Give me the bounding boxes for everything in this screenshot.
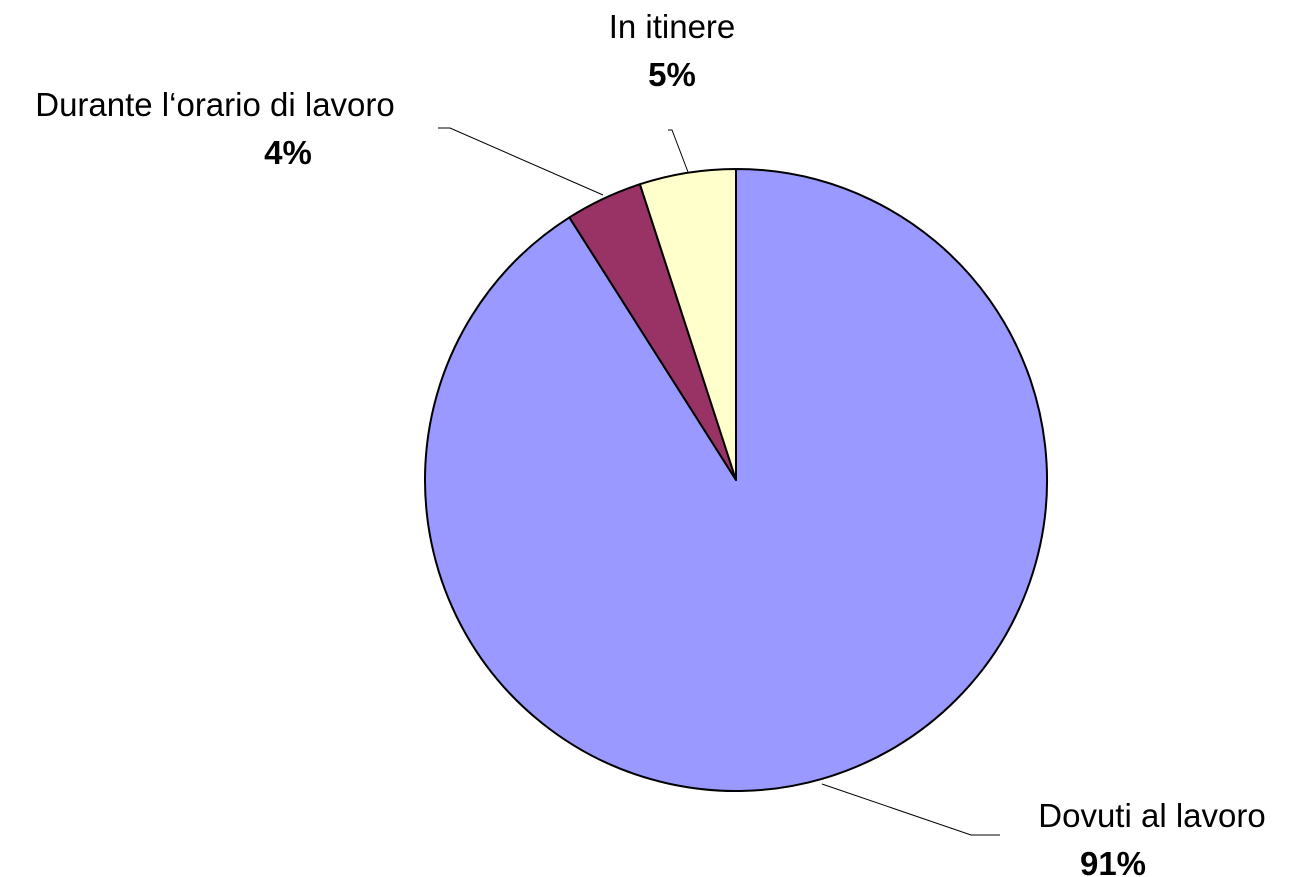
- slice-in-itinere: [638, 168, 737, 481]
- slice-value-dovuti-al-lavoro: 91%: [1080, 845, 1146, 877]
- pie-slices: [424, 168, 1048, 792]
- leader-durante-orario: [438, 127, 604, 196]
- slice-label-in-itinere: In itinere: [609, 8, 736, 45]
- slice-dovuti-al-lavoro: [424, 168, 1048, 792]
- slice-label-dovuti-al-lavoro: Dovuti al lavoro: [1038, 797, 1265, 834]
- slice-label-durante-orario: Durante l‘orario di lavoro: [35, 86, 395, 123]
- leader-dovuti-al-lavoro: [821, 783, 1000, 836]
- slice-value-in-itinere: 5%: [648, 56, 696, 93]
- slice-value-durante-orario: 4%: [264, 134, 312, 171]
- leader-lines: [438, 127, 1000, 836]
- leader-in-itinere: [668, 129, 689, 173]
